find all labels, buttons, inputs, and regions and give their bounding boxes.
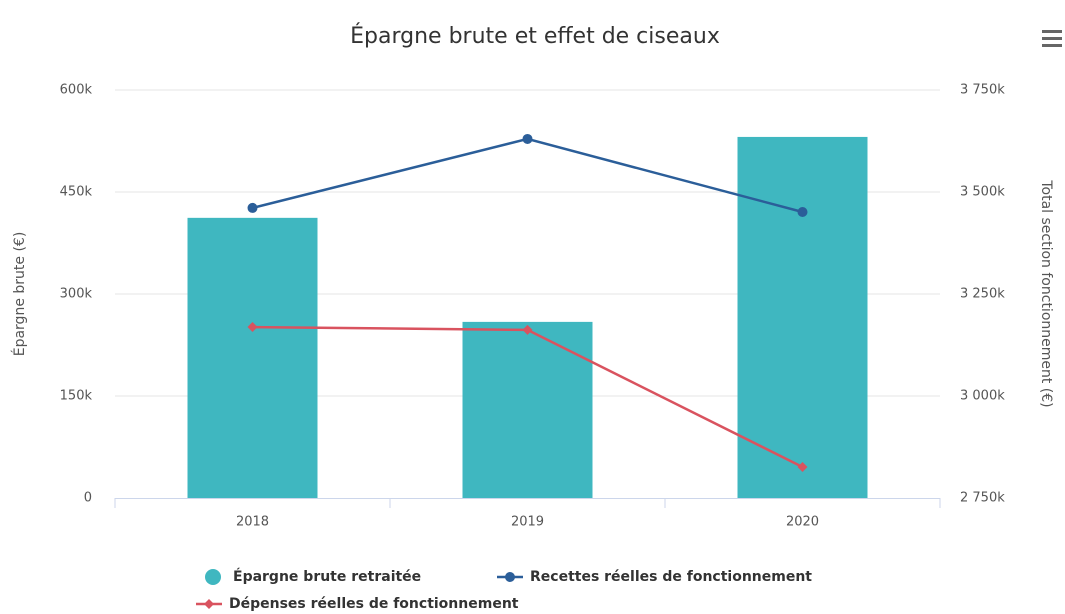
y2-tick-label: 3 500k <box>960 185 1005 200</box>
x-tick-label: 2020 <box>786 515 819 530</box>
line <box>252 137 803 214</box>
y2-tick-label: 3 250k <box>960 287 1005 302</box>
bar <box>737 136 868 499</box>
point <box>797 461 808 472</box>
menu-bar[interactable] <box>1042 37 1062 40</box>
point <box>247 202 258 213</box>
y-tick-label: 600k <box>60 83 93 98</box>
menu-icon[interactable] <box>1042 30 1062 47</box>
point <box>522 133 533 144</box>
x-tick-label: 2018 <box>236 515 269 530</box>
point <box>247 322 258 333</box>
y-tick-label: 150k <box>60 389 93 404</box>
menu-bar[interactable] <box>1042 30 1062 33</box>
point <box>522 324 533 335</box>
y2-tick-label: 3 000k <box>960 389 1005 404</box>
bar <box>462 321 593 498</box>
y2-tick-label: 2 750k <box>960 491 1005 506</box>
menu-bar[interactable] <box>1042 44 1062 47</box>
y-axis-title: Épargne brute (€) <box>11 232 28 357</box>
y-tick-label: 450k <box>60 185 93 200</box>
legend-label: Dépenses réelles de fonctionnement <box>229 596 519 612</box>
point <box>797 206 808 217</box>
legend-marker <box>505 572 515 582</box>
y2-tick-label: 3 750k <box>960 83 1005 98</box>
y-tick-label: 0 <box>84 491 92 506</box>
y2-axis-title: Total section fonctionnement (€) <box>1038 179 1054 407</box>
x-tick-label: 2019 <box>511 515 544 530</box>
chart-title: Épargne brute et effet de ciseaux <box>350 23 720 49</box>
legend-label: Recettes réelles de fonctionnement <box>530 569 812 585</box>
legend-label: Épargne brute retraitée <box>233 568 421 585</box>
legend-marker <box>204 599 214 609</box>
y-tick-label: 300k <box>60 287 93 302</box>
legend-marker <box>205 569 221 585</box>
bar <box>187 217 318 498</box>
